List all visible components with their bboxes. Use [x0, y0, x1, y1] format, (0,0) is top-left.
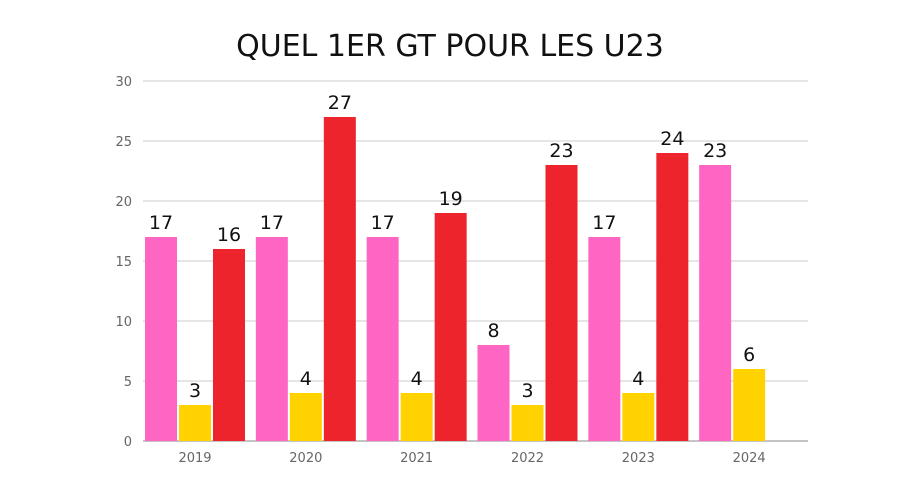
bar-2023-series-2	[622, 393, 655, 441]
data-label: 4	[632, 368, 644, 390]
bar-2020-series-2	[289, 393, 322, 441]
bar-2019-series-3	[213, 249, 245, 441]
data-label: 17	[371, 212, 395, 234]
bar-2022-series-3	[545, 165, 578, 441]
x-tick-label: 2021	[400, 451, 433, 466]
x-tick-label: 2024	[733, 451, 766, 466]
bar-2019-series-1	[145, 237, 177, 441]
data-label: 8	[487, 320, 499, 342]
data-label: 23	[549, 140, 573, 162]
data-label: 27	[328, 92, 352, 114]
data-label: 6	[743, 344, 755, 366]
y-tick-label: 20	[115, 195, 132, 210]
bar-2019-series-2	[179, 405, 211, 441]
data-label: 3	[189, 380, 201, 402]
data-label: 17	[260, 212, 284, 234]
data-label: 4	[300, 368, 312, 390]
bar-2024-series-1	[699, 165, 732, 441]
bar-2022-series-1	[477, 345, 510, 441]
x-tick-label: 2019	[178, 451, 211, 466]
bar-2020-series-1	[255, 237, 288, 441]
chart-title: QUEL 1ER GT POUR LES U23	[236, 29, 664, 64]
data-label: 3	[521, 380, 533, 402]
bar-2021-series-3	[434, 213, 467, 441]
bar-2022-series-2	[511, 405, 544, 441]
bar-2021-series-1	[366, 237, 399, 441]
bar-2020-series-3	[323, 117, 356, 441]
y-tick-label: 30	[115, 75, 132, 90]
bar-2024-series-2	[733, 369, 766, 441]
y-tick-label: 0	[124, 435, 132, 450]
data-label: 17	[592, 212, 616, 234]
x-tick-label: 2022	[511, 451, 544, 466]
bar-2021-series-2	[400, 393, 433, 441]
y-tick-label: 5	[124, 375, 132, 390]
y-tick-label: 15	[115, 255, 132, 270]
data-label: 4	[411, 368, 423, 390]
y-tick-label: 25	[115, 135, 132, 150]
x-tick-label: 2023	[622, 451, 655, 466]
x-tick-label: 2020	[289, 451, 322, 466]
y-tick-label: 10	[115, 315, 132, 330]
bar-2023-series-1	[588, 237, 621, 441]
data-label: 24	[660, 128, 684, 150]
data-label: 19	[439, 188, 463, 210]
data-label: 16	[217, 224, 241, 246]
data-label: 17	[149, 212, 173, 234]
bar-2023-series-3	[656, 153, 689, 441]
data-label: 23	[703, 140, 727, 162]
